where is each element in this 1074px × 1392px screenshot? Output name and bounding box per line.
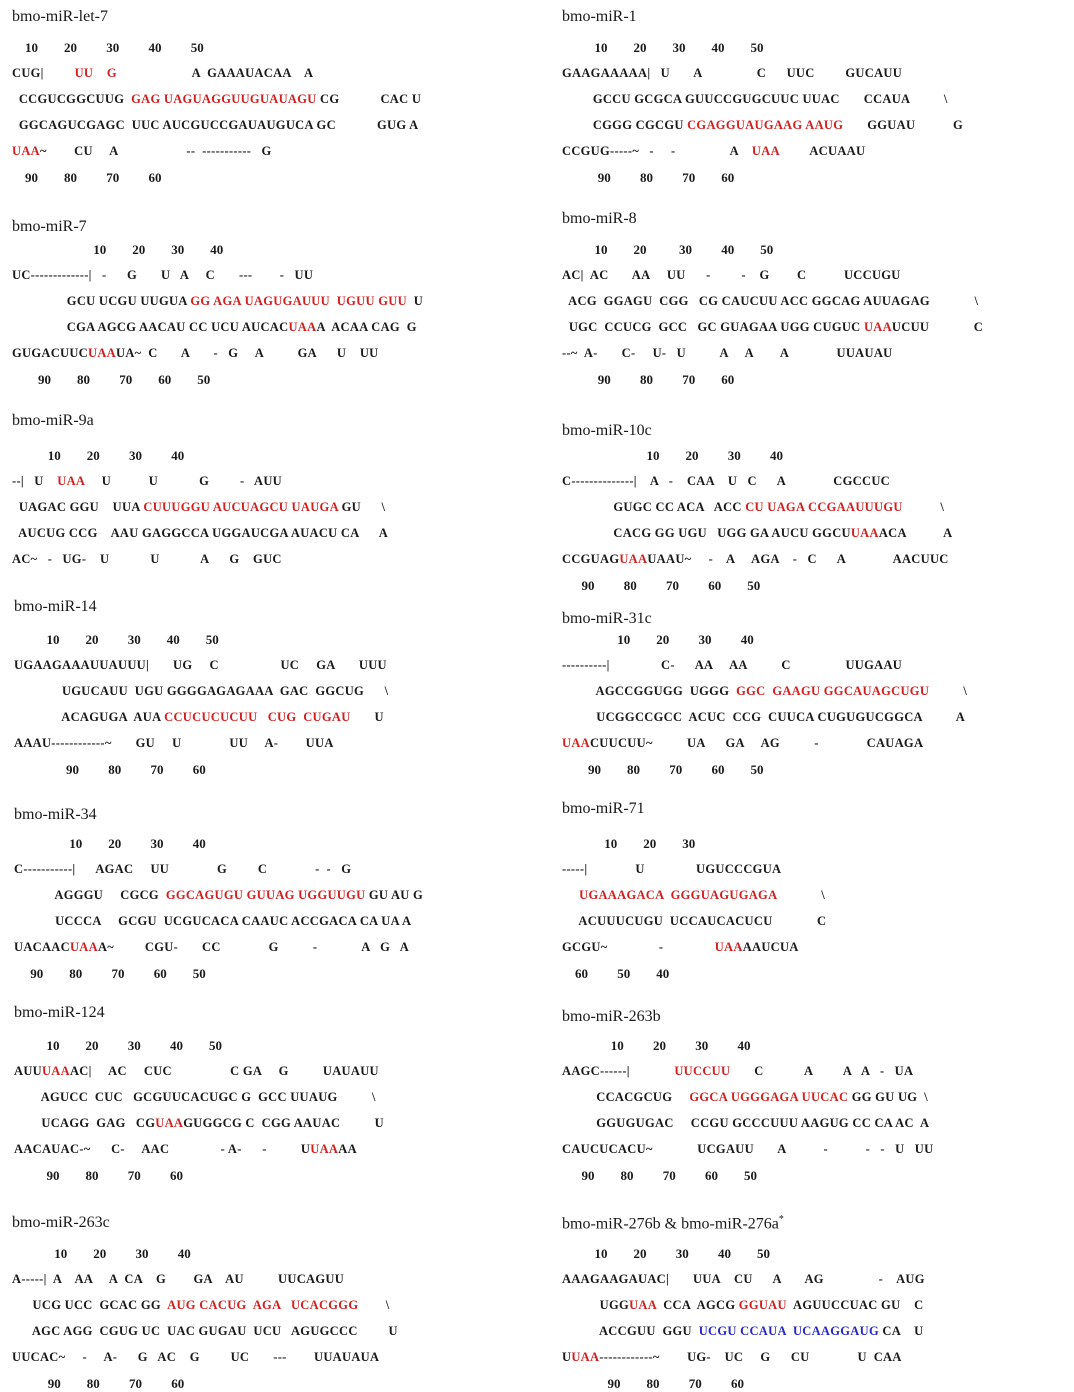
hairpin-row-4: AC~ - UG- U U A G GUC	[12, 552, 282, 566]
position-numbers-bottom: 90 80 70 60	[14, 1168, 184, 1183]
hairpin-row-4: AAAU------------~ GU U UU A- UUA	[14, 736, 334, 750]
hairpin-row-2: UGAAAGACA GGGUAGUGAGA \	[579, 888, 826, 902]
position-numbers-top: 10 20 30 40	[562, 632, 754, 647]
hairpin-row-2: CCACGCUG GGCA UGGGAGA UUCAC GG GU UG \	[562, 1090, 928, 1104]
hairpin-row-2: AGUCC CUC GCGUUCACUGC G GCC UUAUG \	[14, 1090, 376, 1104]
hairpin-row-3: GGUGUGAC CCGU GCCCUUU AAGUG CC CA AC A	[562, 1116, 930, 1130]
hairpin-row-2: AGCCGGUGG UGGG GGC GAAGU GGCAUAGCUGU \	[562, 684, 968, 698]
hairpin-row-2: CCGUCGGCUUG GAG UAGUAGGUUGUAUAGU CG CAC …	[12, 92, 422, 106]
hairpin-row-3: CGA AGCG AACAU CC UCU AUCACUAAA ACAA CAG…	[12, 320, 417, 334]
position-numbers-bottom: 90 80 70 60	[12, 170, 162, 185]
hairpin-row-4: GUGACUUCUAAUA~ C A - G A GA U UU	[12, 346, 379, 360]
hairpin-row-3: AGC AGG CGUG UC UAC GUGAU UCU AGUGCCC U	[12, 1324, 398, 1338]
hairpin-row-2: GCU UCGU UUGUA GG AGA UAGUGAUUU UGUU GUU…	[12, 294, 424, 308]
hairpin-row-1: --| U UAA U U G - AUU	[12, 474, 283, 488]
hairpin-row-1: UGAAGAAAUUAUUU| UG C UC GA UUU	[14, 658, 387, 672]
panel-title: bmo-miR-7	[12, 218, 87, 235]
hairpin-row-3: GGCAGUCGAGC UUC AUCGUCCGAUAUGUCA GC GUG …	[12, 118, 419, 132]
hairpin-row-3: UCAGG GAG CGUAAGUGGCG C CGG AAUAC U	[14, 1116, 384, 1130]
hairpin-row-1: CUG| UU G A GAAAUACAA A	[12, 66, 314, 80]
position-numbers-top: 10 20 30 40	[12, 1246, 191, 1261]
position-numbers-bottom: 90 80 70 60	[562, 170, 735, 185]
hairpin-row-1: C-----------| AGAC UU G C - - G	[14, 862, 352, 876]
panel-title: bmo-miR-14	[14, 598, 97, 615]
hairpin-row-4: CAUCUCACU~ UCGAUU A - - - U UU	[562, 1142, 934, 1156]
hairpin-row-3: ACUUUCUGU UCCAUCACUCU C	[562, 914, 827, 928]
panel-title: bmo-miR-276b & bmo-miR-276a*	[562, 1214, 784, 1233]
hairpin-row-2: UCG UCC GCAC GG AUG CACUG AGA UCACGGG \	[12, 1298, 390, 1312]
hairpin-row-2: GCCU GCGCA GUUCCGUGCUUC UUAC CCAUA \	[562, 92, 948, 106]
hairpin-row-1: ----------| C- AA AA C UUGAAU	[562, 658, 903, 672]
hairpin-row-2: UAGAC GGU UUA CUUUGGU AUCUAGCU UAUGA GU …	[12, 500, 386, 514]
panel-title: bmo-miR-263b	[562, 1008, 661, 1025]
panel-title: bmo-miR-71	[562, 800, 645, 817]
panel-title: bmo-miR-let-7	[12, 8, 108, 25]
panel-title: bmo-miR-8	[562, 210, 637, 227]
hairpin-row-3: AUCUG CCG AAU GAGGCCA UGGAUCGA AUACU CA …	[12, 526, 389, 540]
position-numbers-top: 10 20 30 40 50	[12, 40, 204, 55]
hairpin-row-1: -----| U UGUCCCGUA	[562, 862, 782, 876]
position-numbers-top: 10 20 30	[562, 836, 696, 851]
position-numbers-bottom: 90 80 70 60	[562, 1376, 745, 1391]
position-numbers-bottom: 90 80 70 60 50	[14, 966, 206, 981]
panel-title: bmo-miR-31c	[562, 610, 652, 627]
panel-title: bmo-miR-9a	[12, 412, 94, 429]
position-numbers-top: 10 20 30 40 50	[14, 1038, 223, 1053]
hairpin-row-4: UACAACUAAA~ CGU- CC G - A G A	[14, 940, 410, 954]
panel-title: bmo-miR-124	[14, 1004, 105, 1021]
position-numbers-bottom: 90 80 70 60 50	[562, 578, 761, 593]
hairpin-row-2: AGGGU CGCG GGCAGUGU GUUAG UGGUUGU GU AU …	[14, 888, 424, 902]
hairpin-row-3: ACAGUGA AUA CCUCUCUCUU CUG CUGAU U	[14, 710, 384, 724]
hairpin-row-3: ACCGUU GGU UCGU CCAUA UCAAGGAUG CA U	[562, 1324, 924, 1338]
hairpin-row-1: AC| AC AA UU - - G C UCCUGU	[562, 268, 901, 282]
position-numbers-top: 10 20 30 40	[562, 448, 784, 463]
panel-title: bmo-miR-10c	[562, 422, 652, 439]
hairpin-row-3: UGC CCUCG GCC GC GUAGAA UGG CUGUC UAAUCU…	[562, 320, 984, 334]
hairpin-row-1: AAGC------| UUCCUU C A A A - UA	[562, 1064, 914, 1078]
hairpin-row-2: GUGC CC ACA ACC CU UAGA CCGAAUUUGU \	[562, 500, 945, 514]
position-numbers-top: 10 20 30 40 50	[562, 40, 764, 55]
panel-title: bmo-miR-34	[14, 806, 97, 823]
hairpin-row-1: C--------------| A - CAA U C A CGCCUC	[562, 474, 890, 488]
position-numbers-top: 10 20 30 40 50	[562, 1246, 771, 1261]
hairpin-row-4: UAACUUCUU~ UA GA AG - CAUAGA	[562, 736, 924, 750]
position-numbers-bottom: 90 80 70 60	[14, 762, 206, 777]
position-numbers-top: 10 20 30 40 50	[14, 632, 219, 647]
position-numbers-bottom: 60 50 40	[562, 966, 670, 981]
hairpin-row-1: AAAGAAGAUAC| UUA CU A AG - AUG	[562, 1272, 925, 1286]
position-numbers-top: 10 20 30 40	[12, 242, 224, 257]
position-numbers-bottom: 90 80 70 60	[12, 1376, 185, 1391]
position-numbers-bottom: 90 80 70 60 50	[562, 762, 764, 777]
hairpin-row-1: GAAGAAAAA| U A C UUC GUCAUU	[562, 66, 903, 80]
hairpin-row-2: UGUCAUU UGU GGGGAGAGAAA GAC GGCUG \	[14, 684, 389, 698]
hairpin-row-4: --~ A- C- U- U A A A UUAUAU	[562, 346, 893, 360]
hairpin-row-3: UCCCA GCGU UCGUCACA CAAUC ACCGACA CA UA …	[14, 914, 412, 928]
hairpin-row-1: AUUUAAAC| AC CUC C GA G UAUAUU	[14, 1064, 379, 1078]
hairpin-row-2: UGGUAA CCA AGCG GGUAU AGUUCCUAC GU C	[562, 1298, 924, 1312]
hairpin-row-4: GCGU~ - UAAAAUCUA	[562, 940, 799, 954]
hairpin-row-1: A-----| A AA A CA G GA AU UUCAGUU	[12, 1272, 345, 1286]
title-superscript: *	[778, 1214, 784, 1225]
position-numbers-top: 10 20 30 40	[562, 1038, 751, 1053]
position-numbers-top: 10 20 30 40 50	[562, 242, 774, 257]
position-numbers-bottom: 90 80 70 60 50	[562, 1168, 758, 1183]
position-numbers-bottom: 90 80 70 60 50	[12, 372, 211, 387]
hairpin-row-4: UUAA------------~ UG- UC G CU U CAA	[562, 1350, 902, 1364]
hairpin-row-4: CCGUAGUAAUAAU~ - A AGA - C A AACUUC	[562, 552, 949, 566]
hairpin-row-4: AACAUAC-~ C- AAC - A- - UUAAAA	[14, 1142, 357, 1156]
position-numbers-bottom: 90 80 70 60	[562, 372, 735, 387]
hairpin-row-4: UUCAC~ - A- G AC G UC --- UUAUAUA	[12, 1350, 380, 1364]
hairpin-row-4: UAA~ CU A -- ----------- G	[12, 144, 272, 158]
hairpin-row-4: CCGUG-----~ - - A UAA ACUAAU	[562, 144, 866, 158]
hairpin-row-2: ACG GGAGU CGG CG CAUCUU ACC GGCAG AUUAGA…	[562, 294, 979, 308]
hairpin-row-3: UCGGCCGCC ACUC CCG CUUCA CUGUGUCGGCA A	[562, 710, 966, 724]
panel-title: bmo-miR-1	[562, 8, 637, 25]
hairpin-row-3: CGGG CGCGU CGAGGUAUGAAG AAUG GGUAU G	[562, 118, 963, 132]
hairpin-row-3: CACG GG UGU UGG GA AUCU GGCUUAAACA A	[562, 526, 953, 540]
hairpin-row-1: UC-------------| - G U A C --- - UU	[12, 268, 314, 282]
position-numbers-top: 10 20 30 40	[14, 836, 206, 851]
panel-title: bmo-miR-263c	[12, 1214, 110, 1231]
position-numbers-top: 10 20 30 40	[12, 448, 185, 463]
